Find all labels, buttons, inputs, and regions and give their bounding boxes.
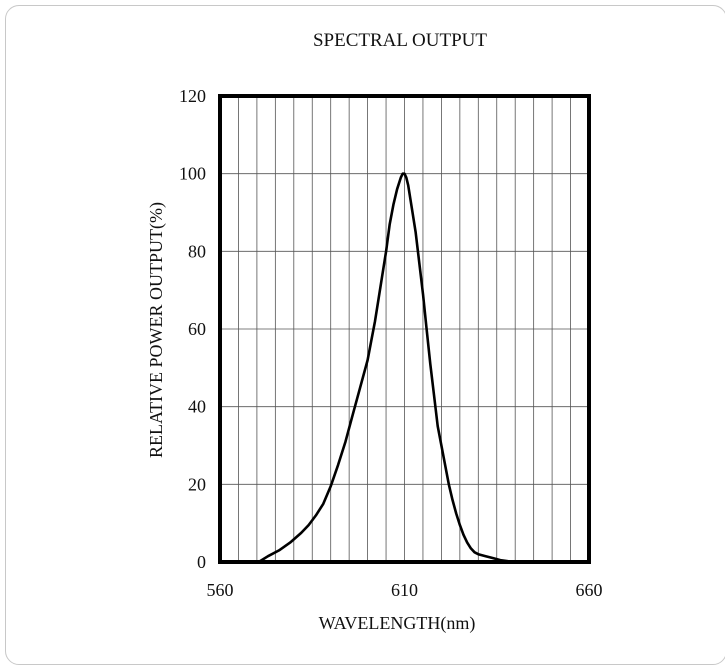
spectral-curve <box>257 172 535 564</box>
y-tick-label: 100 <box>179 164 206 184</box>
grid-lines <box>220 96 589 562</box>
x-axis-label: WAVELENGTH(nm) <box>319 613 476 634</box>
plot-frame <box>218 94 591 564</box>
y-axis-label: RELATIVE POWER OUTPUT(%) <box>146 202 167 458</box>
chart-card <box>5 5 725 665</box>
y-tick-label: 60 <box>188 319 206 339</box>
series-group <box>257 172 535 564</box>
y-tick-label: 120 <box>179 86 206 106</box>
x-tick-label: 560 <box>207 580 234 600</box>
y-tick-label: 20 <box>188 474 206 494</box>
y-tick-label: 40 <box>188 397 206 417</box>
y-tick-label: 80 <box>188 241 206 261</box>
x-tick-label: 660 <box>576 580 603 600</box>
tick-labels: 560 610 660 0 20 40 60 80 100 120 <box>179 86 603 600</box>
x-tick-label: 610 <box>391 580 418 600</box>
y-tick-label: 0 <box>197 552 206 572</box>
chart-title: SPECTRAL OUTPUT <box>313 30 487 51</box>
